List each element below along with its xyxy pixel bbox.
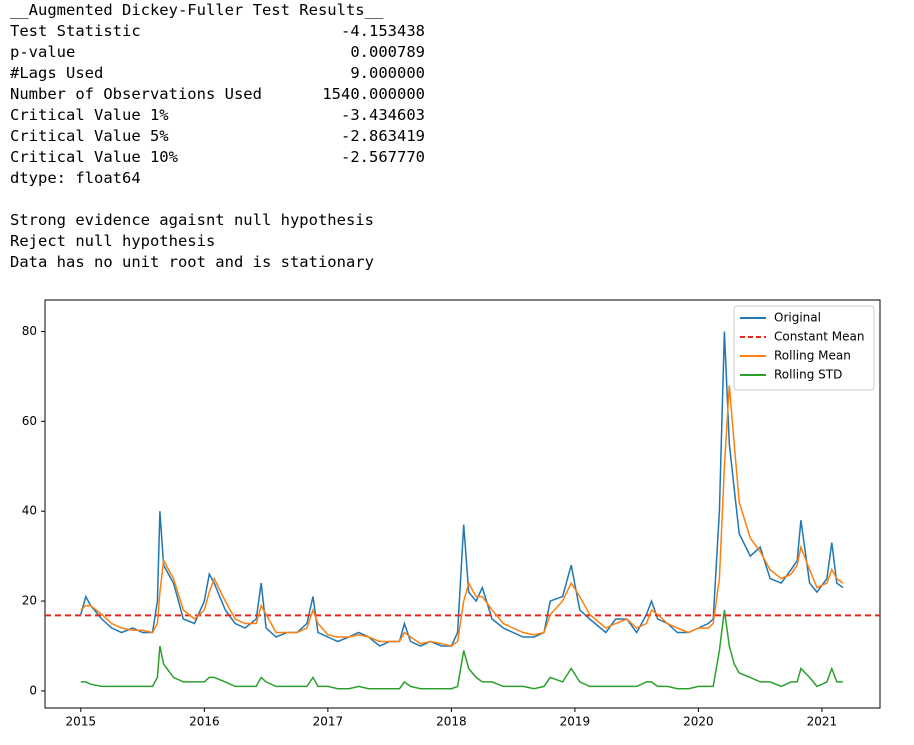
row-label: Critical Value 10%: [10, 148, 178, 166]
legend-box: [733, 305, 875, 391]
conclusions: Strong evidence agaisnt null hypothesis R…: [10, 210, 430, 273]
y-tick-label: 60: [22, 414, 37, 428]
adf-row: Number of Observations Used 1540.000000: [10, 84, 430, 105]
row-value: -3.434603: [341, 106, 425, 124]
series-line: [80, 331, 844, 647]
x-tick-label: 2016: [189, 715, 220, 729]
x-tick-label: 2020: [683, 715, 714, 729]
legend-label: Rolling Mean: [774, 349, 851, 363]
y-tick-label: 40: [22, 504, 37, 518]
row-label: Critical Value 1%: [10, 106, 169, 124]
dtype: dtype: float64: [10, 169, 141, 187]
adf-row: p-value 0.000789: [10, 42, 430, 63]
y-tick-label: 0: [29, 683, 37, 697]
legend-label: Rolling STD: [774, 368, 842, 382]
row-value: 1540.000000: [322, 85, 425, 103]
conclusion: Reject null hypothesis: [10, 232, 216, 250]
row-label: Critical Value 5%: [10, 127, 169, 145]
x-tick-label: 2019: [560, 715, 591, 729]
adf-row: Critical Value 10% -2.567770: [10, 147, 430, 168]
y-tick-label: 80: [22, 324, 37, 338]
x-tick-label: 2017: [313, 715, 344, 729]
y-tick-label: 20: [22, 594, 37, 608]
plot-frame: [44, 299, 881, 709]
x-tick-label: 2018: [436, 715, 467, 729]
series-line: [80, 385, 844, 647]
conclusion: Data has no unit root and is stationary: [10, 253, 374, 271]
adf-title: __Augmented Dickey-Fuller Test Results__: [10, 1, 384, 19]
adf-rows: Test Statistic -4.153438 p-value 0.000789 #L…: [10, 21, 430, 168]
adf-output: __Augmented Dickey-Fuller Test Results__…: [10, 0, 430, 273]
adf-row: #Lags Used 9.000000: [10, 63, 430, 84]
row-label: #Lags Used: [10, 64, 104, 82]
row-value: -2.567770: [341, 148, 425, 166]
row-value: -4.153438: [341, 22, 425, 40]
row-label: Number of Observations Used: [10, 85, 262, 103]
row-value: -2.863419: [341, 127, 425, 145]
x-tick-label: 2021: [807, 715, 838, 729]
x-tick-label: 2015: [66, 715, 97, 729]
series-line: [80, 609, 843, 690]
conclusion: Strong evidence agaisnt null hypothesis: [10, 211, 374, 229]
adf-row: Test Statistic -4.153438: [10, 21, 430, 42]
legend: Original Constant Mean Rolling Mean Rolling…: [733, 305, 875, 391]
row-value: 0.000789: [350, 43, 425, 61]
legend-label: Constant Mean: [774, 330, 864, 344]
adf-row: Critical Value 1% -3.434603: [10, 105, 430, 126]
row-label: p-value: [10, 43, 76, 61]
row-label: Test Statistic: [10, 22, 141, 40]
adf-row: Critical Value 5% -2.863419: [10, 126, 430, 147]
legend-label: Original: [774, 311, 821, 325]
row-value: 9.000000: [350, 64, 425, 82]
